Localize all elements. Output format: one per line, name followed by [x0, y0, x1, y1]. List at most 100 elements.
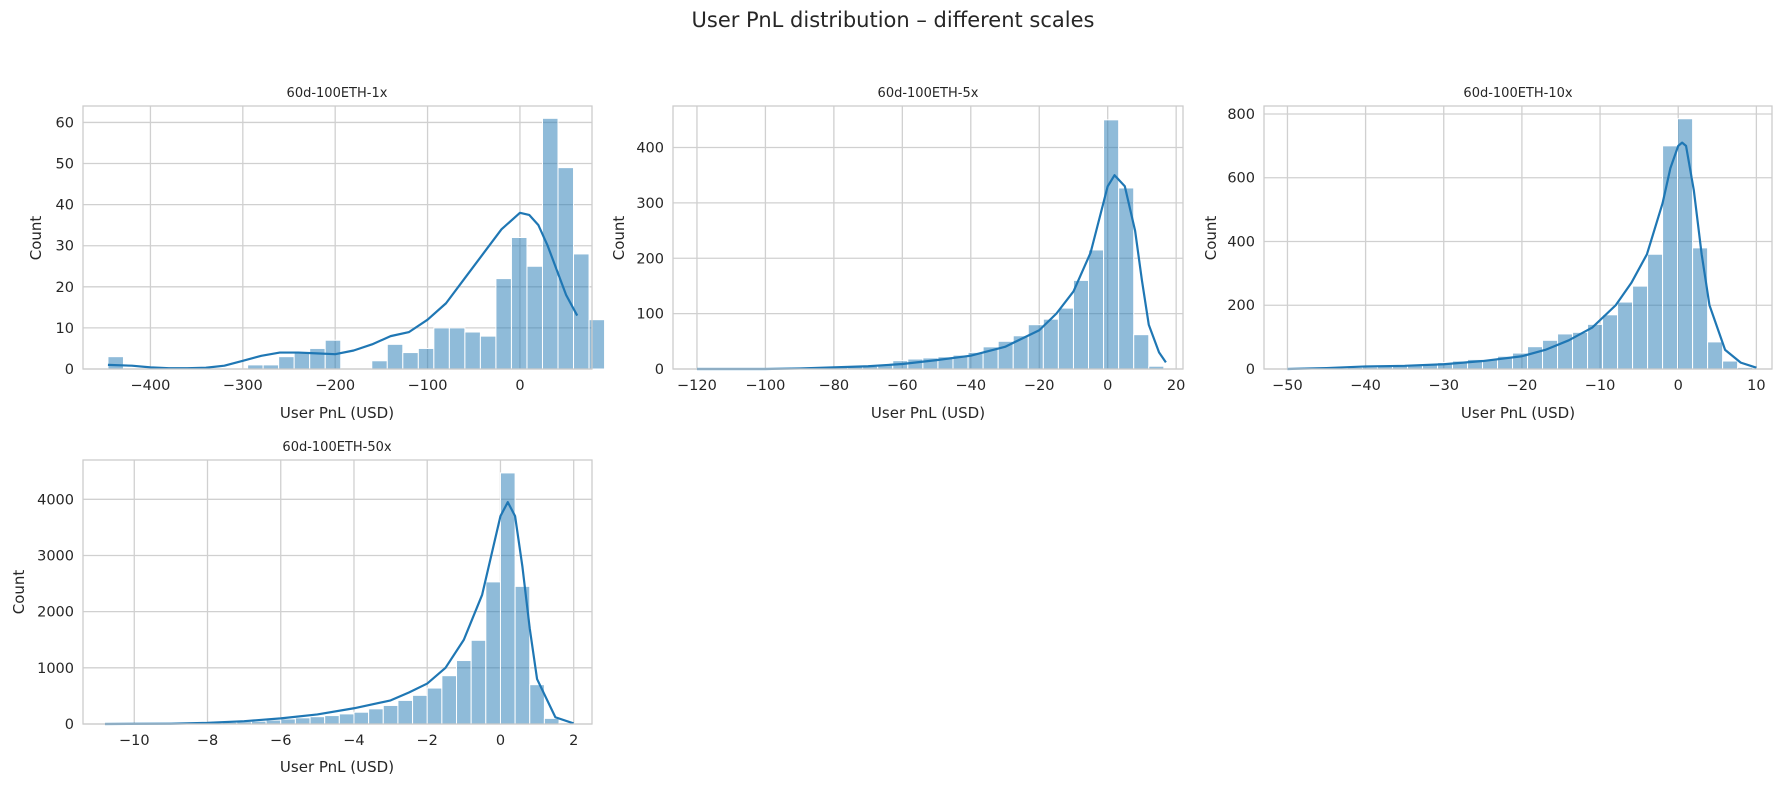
- subplot-5x: 60d-100ETH-5x User PnL (USD) Count −120 −…: [610, 86, 1185, 422]
- histogram-bar: [1072, 279, 1090, 370]
- histogram-bar: [1602, 314, 1619, 370]
- x-tick-label: 0: [1674, 378, 1683, 394]
- histogram-bar: [309, 347, 326, 370]
- subplot-title: 60d-100ETH-50x: [282, 440, 391, 455]
- y-tick-label: 0: [655, 362, 664, 378]
- y-axis-label: Count: [1202, 216, 1220, 261]
- histogram-bar: [495, 278, 512, 370]
- x-tick-label: −50: [1272, 378, 1303, 394]
- x-tick-label: 0: [515, 378, 524, 394]
- histogram-bar: [368, 708, 384, 725]
- histogram-bar: [1088, 249, 1105, 370]
- y-tick-label: 0: [65, 717, 74, 733]
- y-tick-label: 800: [1227, 107, 1255, 123]
- x-axis-label: User PnL (USD): [280, 404, 394, 422]
- histogram-bar: [543, 717, 560, 725]
- x-tick-label: −30: [1428, 378, 1459, 394]
- histogram-bar: [412, 694, 428, 725]
- histogram-bar: [353, 711, 370, 725]
- subplot-1x: 60d-100ETH-1x User PnL (USD) Count −400 −…: [27, 86, 606, 422]
- histogram-bar: [1692, 247, 1709, 370]
- histogram-bar: [280, 718, 296, 725]
- x-tick-label: −400: [131, 378, 171, 394]
- y-tick-label: 200: [1227, 298, 1255, 314]
- histogram-bar: [338, 713, 355, 725]
- plot-frame: [82, 459, 593, 725]
- x-tick-label: −80: [819, 378, 850, 394]
- histogram-bar: [456, 660, 472, 725]
- histogram-bar: [293, 352, 311, 370]
- kde-line: [696, 174, 1167, 371]
- histogram-bar: [526, 265, 543, 370]
- histogram-bar: [433, 327, 450, 370]
- y-tick-label: 3000: [37, 548, 74, 564]
- histogram-bar: [1057, 307, 1074, 370]
- y-tick-label: 400: [636, 141, 664, 157]
- x-tick-label: −10: [119, 733, 150, 749]
- y-tick-label: 40: [56, 198, 74, 214]
- plot-frame: [1263, 105, 1773, 370]
- x-tick-label: −10: [1585, 378, 1616, 394]
- histogram-bar: [397, 699, 414, 725]
- subplot-50x: 60d-100ETH-50x User PnL (USD) Count −10 −…: [10, 440, 593, 776]
- kde-line: [1287, 141, 1757, 371]
- histogram-bar: [1042, 318, 1059, 370]
- histogram-bar: [1527, 346, 1544, 370]
- histogram-bar: [541, 117, 559, 370]
- y-tick-label: 20: [56, 280, 74, 296]
- y-tick-label: 600: [1227, 171, 1255, 187]
- kde-line: [107, 211, 579, 370]
- plot-frame: [82, 105, 593, 370]
- histogram-bar: [1647, 253, 1664, 370]
- histogram-bar: [1677, 118, 1694, 370]
- x-tick-label: −300: [223, 378, 263, 394]
- x-tick-label: 0: [496, 733, 505, 749]
- x-tick-label: −6: [270, 733, 291, 749]
- histogram-bar: [470, 639, 487, 725]
- histogram-bar: [510, 237, 528, 370]
- subplot-title: 60d-100ETH-1x: [287, 86, 388, 101]
- x-tick-label: −200: [315, 378, 355, 394]
- histogram-bar: [448, 327, 466, 370]
- x-tick-label: 10: [1747, 378, 1765, 394]
- x-tick-label: −8: [197, 733, 218, 749]
- y-tick-label: 30: [56, 239, 74, 255]
- histogram-bar: [485, 581, 501, 725]
- histogram-bar: [1542, 339, 1559, 370]
- histogram-bar: [417, 347, 435, 370]
- x-tick-label: −20: [1024, 378, 1055, 394]
- y-tick-label: 100: [636, 307, 664, 323]
- y-axis-label: Count: [10, 570, 28, 615]
- histogram-bar: [309, 716, 326, 725]
- histogram-bar: [1722, 360, 1739, 370]
- y-tick-label: 1000: [37, 661, 74, 677]
- histogram-bar: [294, 717, 311, 725]
- histogram-bar: [1617, 301, 1634, 370]
- kde-line: [104, 501, 575, 726]
- y-tick-label: 200: [636, 251, 664, 267]
- x-tick-label: −100: [408, 378, 448, 394]
- histogram-bar: [324, 715, 340, 725]
- x-axis-label: User PnL (USD): [1461, 404, 1575, 422]
- histogram-bar: [557, 167, 575, 370]
- x-axis-label: User PnL (USD): [280, 758, 394, 776]
- y-tick-label: 10: [56, 321, 74, 337]
- y-tick-label: 300: [636, 196, 664, 212]
- histogram-bar: [1587, 323, 1604, 370]
- histogram-bar: [107, 356, 124, 370]
- x-tick-label: −4: [343, 733, 364, 749]
- x-tick-label: −20: [1507, 378, 1538, 394]
- histogram-bar: [1662, 145, 1679, 370]
- histogram-bar: [402, 352, 419, 370]
- x-tick-label: −100: [746, 378, 786, 394]
- histogram-bar: [588, 319, 606, 370]
- x-tick-label: 20: [1167, 378, 1185, 394]
- y-tick-label: 50: [56, 157, 74, 173]
- histogram-bar: [371, 360, 388, 370]
- histogram-bar: [278, 356, 295, 370]
- histogram-bar: [479, 335, 497, 370]
- subplot-10x: 60d-100ETH-10x User PnL (USD) Count −50 −…: [1202, 86, 1773, 422]
- x-axis-label: User PnL (USD): [871, 404, 985, 422]
- histogram-bar: [426, 687, 443, 725]
